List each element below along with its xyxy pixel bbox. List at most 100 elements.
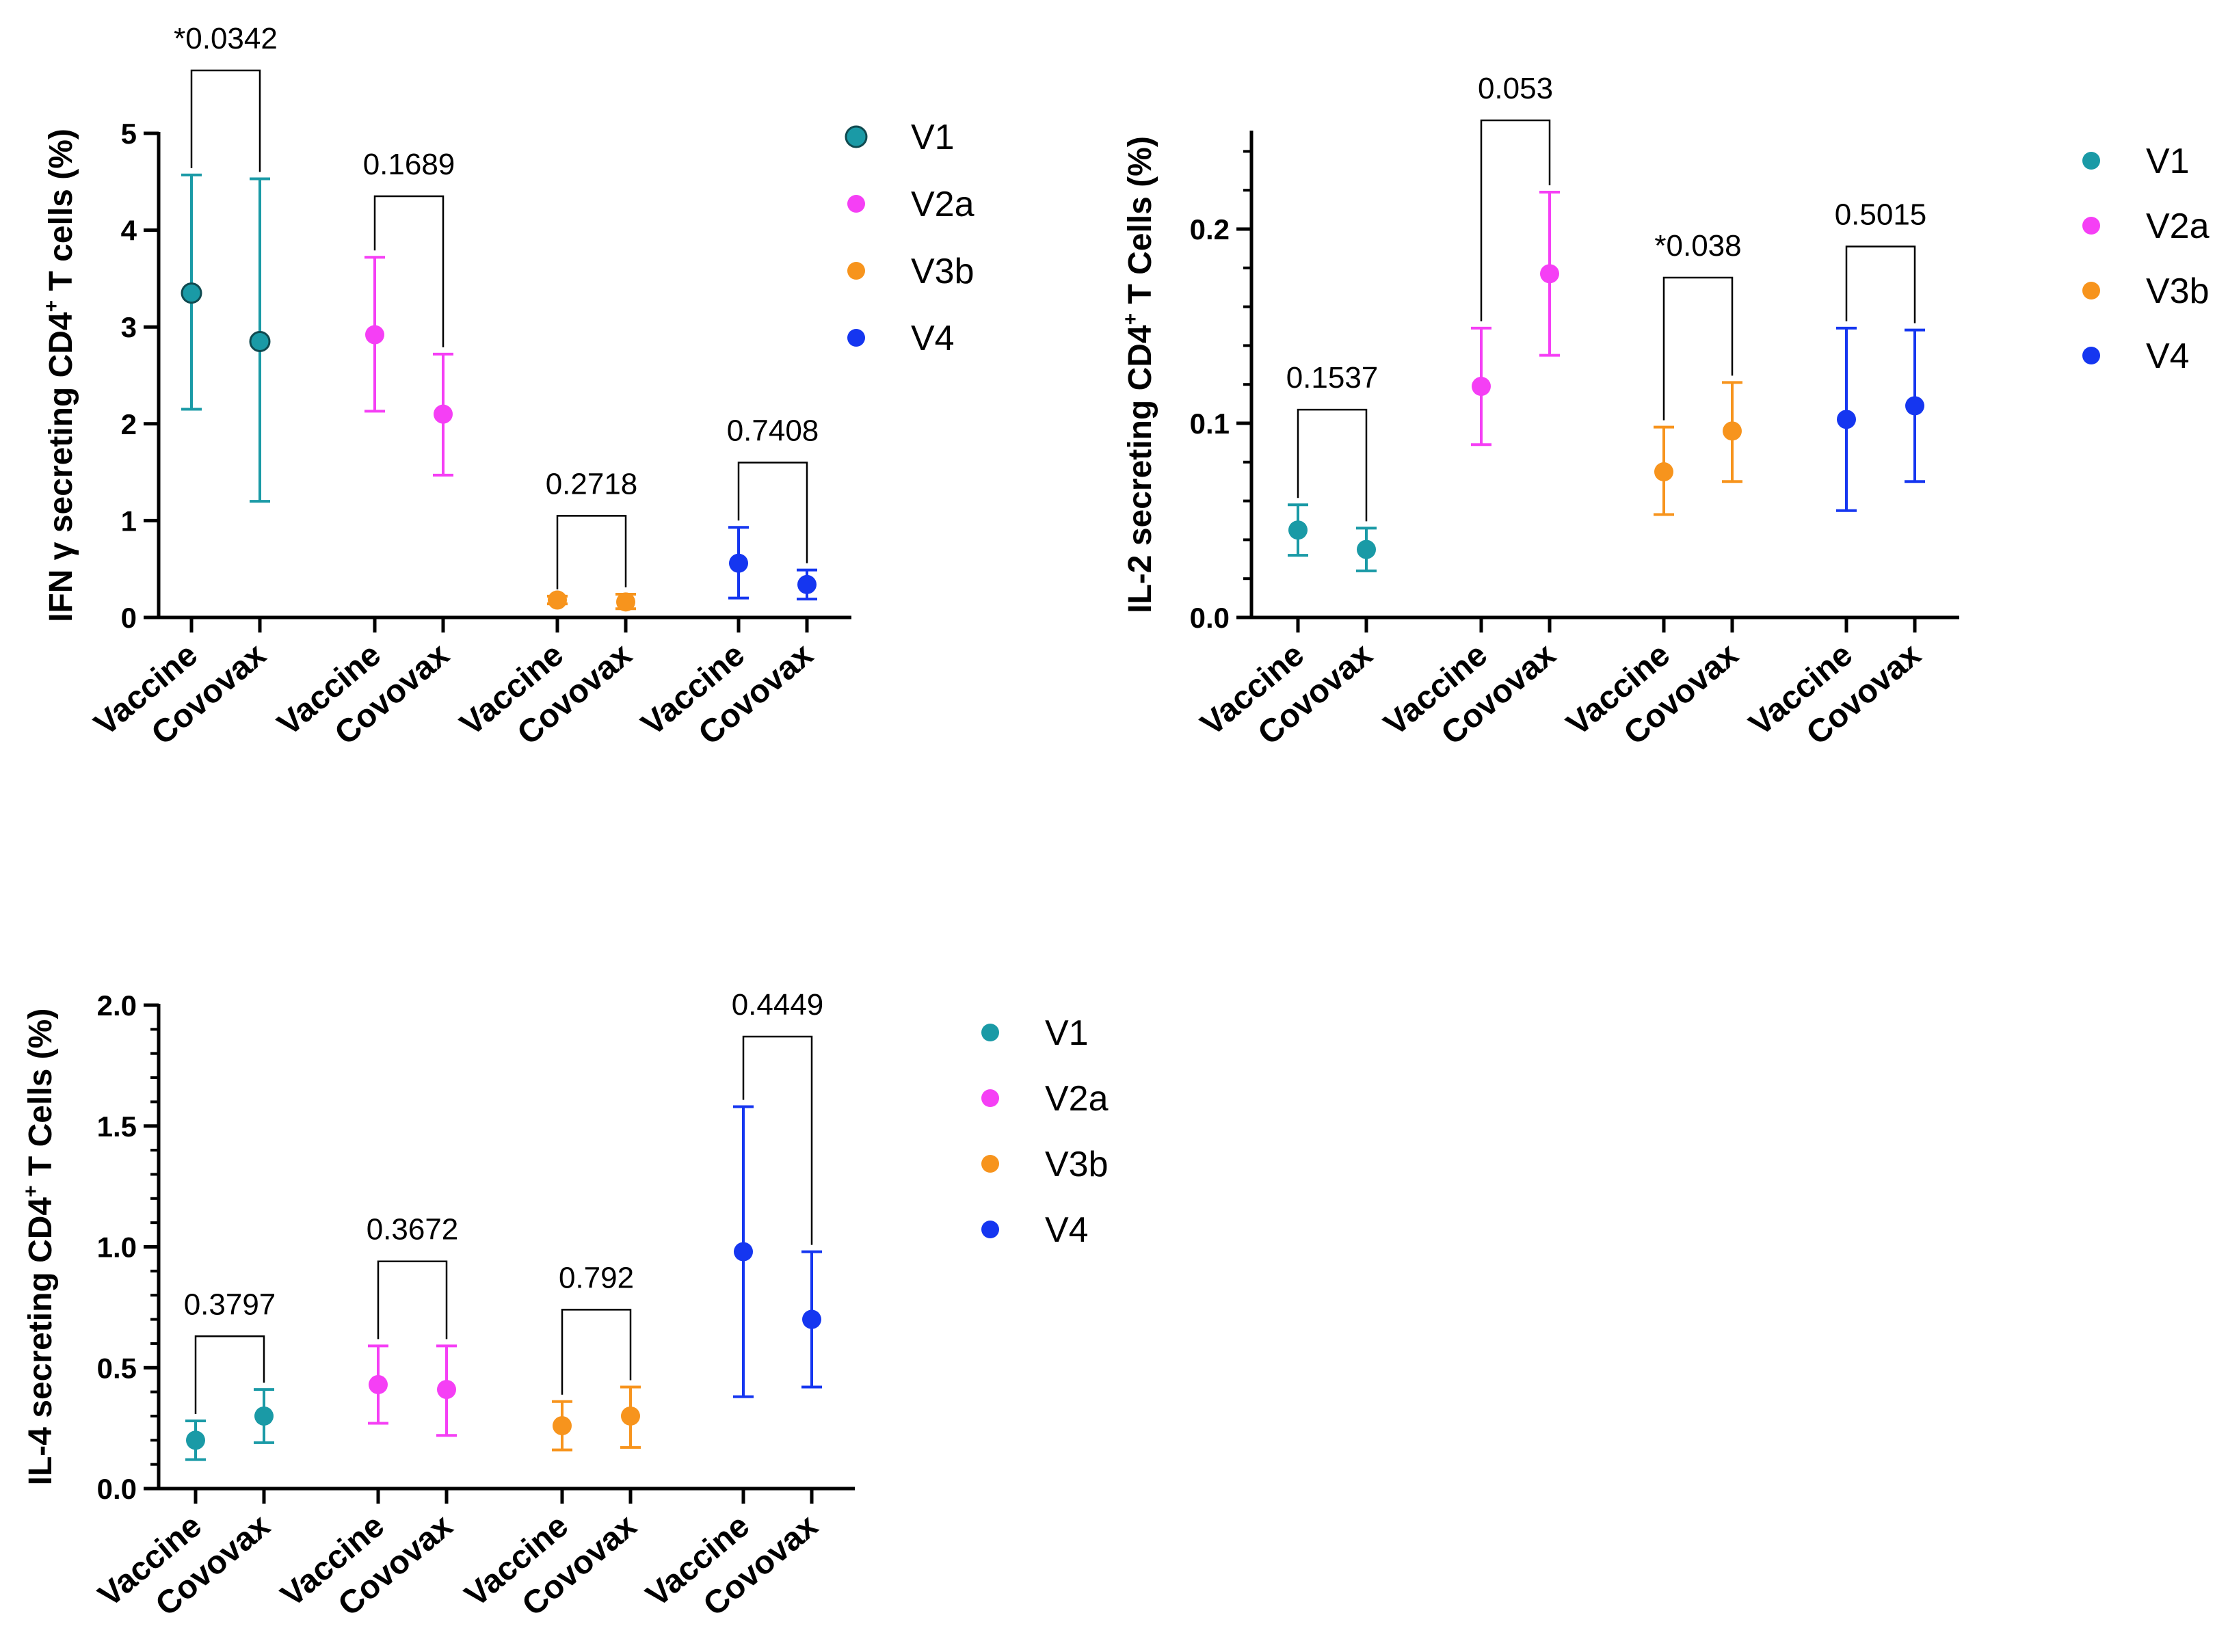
legend: V1 V2a V3b V4 [845, 118, 974, 358]
legend-label-v3b: V3b [1045, 1145, 1109, 1184]
bracket-line [742, 1035, 813, 1245]
legend-label-v2a: V2a [911, 185, 974, 224]
p-value-label: 0.3797 [184, 1288, 276, 1321]
data-point-V4-vaccine [1836, 326, 1857, 512]
p-value-label: 0.053 [1478, 72, 1553, 105]
legend-label-v1: V1 [2146, 142, 2190, 181]
y-axis-title-tail: T Cells (%) [23, 1009, 59, 1186]
data-point-V4-covovax [1905, 328, 1925, 483]
mean-marker [186, 1430, 205, 1450]
mean-marker [254, 1406, 274, 1426]
y-tick-label: 0.5 [97, 1352, 137, 1384]
mean-marker [1472, 377, 1491, 397]
y-tick-label: 2.0 [97, 989, 137, 1022]
data-point-V2a-vaccine [368, 1344, 388, 1425]
y-tick-label: 1.5 [97, 1110, 137, 1143]
p-value-label: 0.1537 [1286, 361, 1379, 395]
data-point-V2a-vaccine [364, 256, 385, 413]
bracket-line [1662, 276, 1734, 421]
mean-marker [621, 1406, 640, 1426]
legend: V1 V2a V3b V4 [981, 1013, 1109, 1250]
bracket-line [1845, 245, 1916, 323]
y-tick-label: 0.0 [1190, 602, 1230, 634]
comparison-bracket: 0.5015 [1835, 198, 1926, 323]
data-point-V1-covovax [1356, 527, 1377, 572]
legend-marker-v4 [981, 1221, 999, 1238]
legend-marker-v1 [981, 1024, 999, 1041]
comparison-bracket: 0.3797 [184, 1288, 276, 1415]
y-axis-title-sup: + [20, 1185, 42, 1197]
mean-marker [1723, 421, 1742, 441]
y-axis-title-main: IL-4 secreting CD4 [23, 1197, 59, 1486]
comparison-bracket: 0.1537 [1286, 361, 1379, 522]
y-axis-title-sup: + [1119, 313, 1142, 325]
data-point-V2a-covovax [433, 352, 453, 477]
legend-label-v2a: V2a [1045, 1079, 1109, 1119]
legend-label-v4: V4 [911, 319, 955, 358]
y-tick-label: 1.0 [97, 1231, 137, 1264]
legend-label-v4: V4 [2146, 336, 2190, 376]
y-tick-label: 5 [121, 118, 137, 150]
legend-marker-v2a [2082, 217, 2100, 235]
y-tick-label: 1 [121, 505, 137, 537]
p-value-label: 0.792 [559, 1261, 634, 1294]
legend-marker-v1 [2082, 152, 2100, 170]
p-value-label: 0.7408 [727, 414, 819, 447]
y-tick-label: 2 [121, 408, 137, 440]
legend-label-v1: V1 [1045, 1013, 1089, 1053]
y-tick-label: 0.2 [1190, 213, 1230, 245]
legend-marker-v4 [847, 329, 865, 347]
legend-marker-v4 [2082, 347, 2100, 364]
bracket-line [1480, 119, 1551, 321]
legend-label-v1: V1 [911, 118, 955, 157]
legend-label-v3b: V3b [911, 252, 974, 291]
y-axis-title-tail: T Cells (%) [1122, 136, 1158, 313]
mean-marker [1540, 264, 1559, 284]
data-point-V1-covovax [249, 177, 271, 503]
data-point-V3b-covovax [1722, 381, 1742, 483]
data-point-V4-vaccine [728, 526, 749, 600]
mean-marker [553, 1416, 572, 1436]
comparison-bracket: *0.038 [1654, 229, 1742, 421]
mean-marker [1288, 520, 1308, 540]
comparison-bracket: 0.2718 [546, 467, 638, 589]
mean-marker [1837, 410, 1856, 429]
data-point-V3b-covovax [620, 1385, 641, 1449]
y-tick-label: 4 [121, 215, 137, 247]
y-axis-title-main: IFN γ secreting CD4 [43, 312, 79, 622]
data-point-V2a-covovax [436, 1344, 457, 1437]
comparison-bracket: 0.7408 [727, 414, 819, 563]
bracket-line [377, 1260, 448, 1340]
mean-marker [434, 404, 453, 424]
y-axis-title: IFN γ secreting CD4+ T cells (%) [40, 129, 79, 622]
legend-marker-v3b [847, 262, 865, 280]
mean-marker [734, 1242, 753, 1262]
data-point-V2a-vaccine [1471, 326, 1491, 447]
mean-marker [437, 1380, 456, 1400]
bracket-line [1297, 408, 1368, 522]
data-point-V2a-covovax [1539, 191, 1560, 357]
legend: V1 V2a V3b V4 [2082, 142, 2210, 376]
mean-marker [181, 282, 202, 304]
mean-marker [797, 574, 817, 594]
legend-marker-v2a [981, 1089, 999, 1107]
y-tick-label: 0.0 [97, 1473, 137, 1505]
comparison-bracket: 0.1689 [363, 148, 455, 347]
data-point-V3b-vaccine [1654, 425, 1674, 516]
data-point-V1-vaccine [185, 1420, 206, 1461]
y-tick-label: 0.1 [1190, 408, 1230, 440]
data-point-V3b-vaccine [552, 1400, 572, 1452]
comparison-bracket: 0.053 [1478, 72, 1553, 321]
comparison-bracket: 0.4449 [732, 988, 823, 1245]
mean-marker [802, 1309, 821, 1329]
data-point-V3b-covovax [615, 592, 636, 612]
y-tick-label: 0 [121, 602, 137, 634]
p-value-label: 0.3672 [367, 1213, 459, 1247]
mean-marker [1357, 539, 1376, 559]
y-axis-title-main: IL-2 secreting CD4 [1122, 325, 1158, 613]
legend-marker-v2a [847, 195, 865, 213]
bracket-line [737, 462, 808, 563]
data-point-V1-vaccine [1288, 503, 1308, 557]
p-value-label: 0.2718 [546, 467, 638, 501]
